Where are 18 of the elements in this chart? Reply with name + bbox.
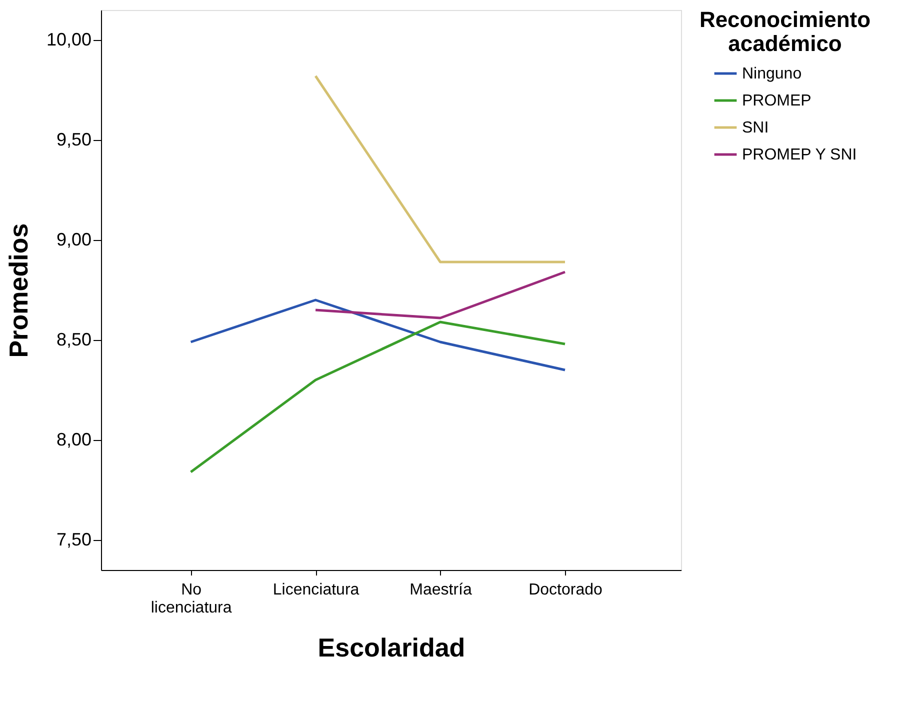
y-tick-label: 9,00 bbox=[56, 230, 92, 250]
x-axis-title: Escolaridad bbox=[318, 632, 466, 662]
x-tick-label: Maestría bbox=[410, 582, 472, 598]
legend-label: PROMEP Y SNI bbox=[742, 146, 857, 164]
y-tick-label: 7,50 bbox=[56, 530, 92, 550]
y-tick-label: 8,00 bbox=[56, 430, 92, 450]
y-tick-label: 9,50 bbox=[56, 130, 92, 150]
y-tick-label: 8,50 bbox=[56, 330, 92, 350]
x-tick-label: No licenciatura bbox=[150, 582, 232, 616]
y-tick-label: 10,00 bbox=[46, 30, 92, 50]
legend-title: Reconocimiento académico bbox=[699, 7, 871, 56]
legend-label: Ninguno bbox=[742, 66, 802, 82]
legend-label: SNI bbox=[742, 120, 769, 136]
line-series bbox=[190, 320, 566, 474]
x-tick-label: Licenciatura bbox=[272, 582, 360, 598]
legend-label: PROMEP bbox=[742, 92, 812, 110]
y-axis-title: Promedios bbox=[3, 223, 34, 358]
x-tick-label: Doctorado bbox=[528, 582, 603, 598]
